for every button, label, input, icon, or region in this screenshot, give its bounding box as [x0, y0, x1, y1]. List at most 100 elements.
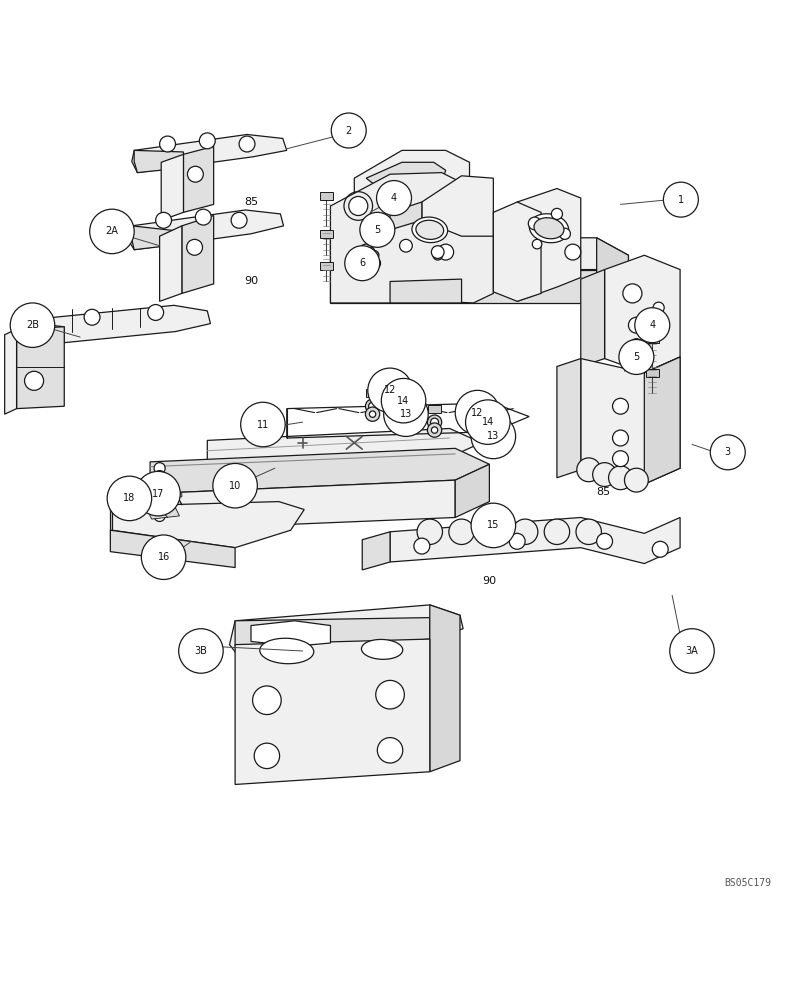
Text: 85: 85: [596, 487, 610, 497]
Polygon shape: [366, 389, 379, 397]
Polygon shape: [111, 502, 304, 548]
Circle shape: [365, 399, 380, 413]
Text: 2: 2: [345, 126, 352, 136]
Text: 16: 16: [158, 552, 170, 562]
Circle shape: [577, 458, 601, 482]
Polygon shape: [13, 305, 210, 347]
Ellipse shape: [361, 639, 403, 659]
Ellipse shape: [416, 220, 443, 239]
Circle shape: [471, 503, 516, 548]
Circle shape: [365, 247, 375, 257]
Polygon shape: [646, 369, 658, 377]
Polygon shape: [430, 605, 460, 772]
Polygon shape: [207, 428, 482, 468]
Circle shape: [455, 390, 500, 435]
Text: 3A: 3A: [685, 646, 698, 656]
Circle shape: [345, 246, 380, 281]
Circle shape: [186, 239, 202, 255]
Polygon shape: [15, 321, 64, 347]
Circle shape: [509, 533, 525, 549]
Text: 14: 14: [397, 396, 410, 406]
Text: 1: 1: [678, 195, 684, 205]
Polygon shape: [162, 154, 183, 220]
Circle shape: [369, 250, 379, 260]
Text: 6: 6: [359, 258, 365, 268]
Circle shape: [84, 309, 100, 325]
Circle shape: [466, 400, 510, 444]
Circle shape: [377, 738, 403, 763]
Circle shape: [400, 239, 412, 252]
Text: 14: 14: [482, 417, 494, 427]
Text: 15: 15: [487, 520, 500, 530]
Circle shape: [368, 368, 412, 413]
Polygon shape: [517, 189, 581, 301]
Circle shape: [576, 519, 602, 544]
Circle shape: [148, 305, 164, 320]
Circle shape: [195, 209, 211, 225]
Polygon shape: [181, 216, 213, 293]
Circle shape: [134, 496, 142, 504]
Circle shape: [634, 308, 669, 343]
Polygon shape: [330, 270, 597, 303]
Polygon shape: [132, 226, 181, 250]
Circle shape: [529, 217, 541, 230]
Circle shape: [178, 629, 223, 673]
Polygon shape: [128, 210, 283, 250]
Polygon shape: [557, 359, 581, 478]
Circle shape: [252, 686, 281, 715]
Circle shape: [213, 463, 257, 508]
Polygon shape: [111, 506, 112, 530]
Circle shape: [142, 535, 185, 579]
Circle shape: [154, 502, 166, 514]
Circle shape: [349, 196, 368, 216]
Text: 3: 3: [724, 447, 731, 457]
Circle shape: [427, 423, 442, 437]
Ellipse shape: [534, 218, 564, 239]
Polygon shape: [330, 238, 628, 285]
Text: 18: 18: [123, 493, 135, 503]
Polygon shape: [150, 480, 455, 530]
Polygon shape: [111, 530, 235, 568]
Circle shape: [481, 519, 506, 544]
Circle shape: [368, 257, 380, 270]
Polygon shape: [644, 357, 680, 484]
Polygon shape: [390, 517, 680, 564]
Polygon shape: [390, 202, 422, 230]
Polygon shape: [160, 226, 181, 301]
Circle shape: [625, 468, 648, 492]
Polygon shape: [17, 327, 64, 409]
Text: 3B: 3B: [194, 646, 208, 656]
Circle shape: [533, 239, 542, 249]
Circle shape: [669, 629, 714, 673]
Polygon shape: [132, 134, 287, 173]
Polygon shape: [597, 238, 628, 303]
Circle shape: [613, 451, 628, 467]
Text: 4: 4: [391, 193, 397, 203]
Circle shape: [160, 136, 175, 152]
Text: 90: 90: [482, 576, 497, 586]
Circle shape: [358, 244, 374, 260]
Text: 12: 12: [384, 385, 396, 395]
Polygon shape: [422, 176, 494, 236]
Circle shape: [613, 430, 628, 446]
Circle shape: [154, 471, 166, 482]
Polygon shape: [581, 357, 680, 484]
Polygon shape: [390, 279, 462, 303]
Circle shape: [560, 228, 571, 239]
Polygon shape: [235, 639, 430, 784]
Text: 2B: 2B: [26, 320, 39, 330]
Circle shape: [374, 222, 390, 238]
Circle shape: [431, 427, 438, 433]
Text: BS05C179: BS05C179: [724, 878, 771, 888]
Text: 13: 13: [400, 409, 412, 419]
Circle shape: [509, 244, 525, 260]
Text: 5: 5: [374, 225, 380, 235]
Ellipse shape: [412, 217, 447, 243]
Polygon shape: [605, 255, 680, 373]
Circle shape: [360, 212, 395, 247]
Circle shape: [331, 113, 366, 148]
Circle shape: [231, 212, 247, 228]
Circle shape: [593, 463, 617, 486]
Circle shape: [653, 302, 664, 313]
Circle shape: [199, 133, 215, 149]
